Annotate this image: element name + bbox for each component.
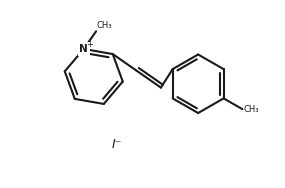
Text: I⁻: I⁻ [112,138,122,151]
Text: CH₃: CH₃ [244,105,259,114]
Text: N: N [79,44,88,54]
Text: +: + [86,40,93,49]
Text: CH₃: CH₃ [97,21,112,30]
